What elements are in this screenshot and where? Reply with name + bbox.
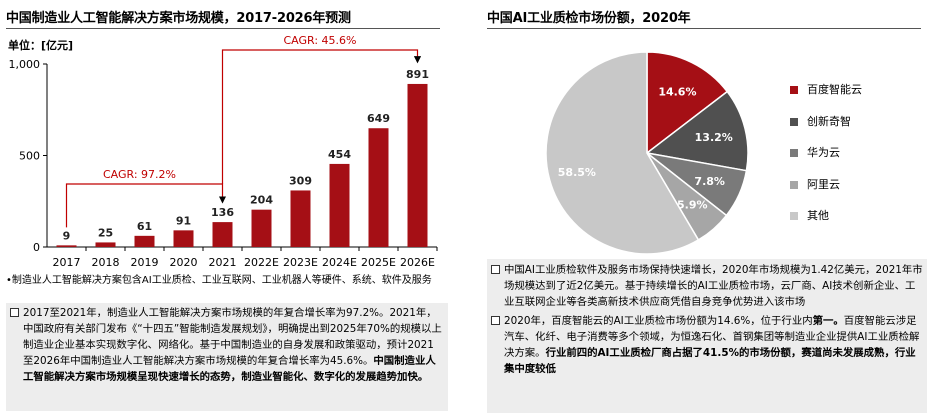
x-tick-label: 2017 — [53, 256, 81, 269]
legend-label: 创新奇智 — [807, 114, 851, 128]
pie-slice-label: 7.8% — [694, 175, 725, 188]
left-summary-text: 2017至2021年，制造业人工智能解决方案市场规模的年复合增长率为97.2%。… — [23, 307, 442, 367]
x-tick-label: 2019 — [131, 256, 159, 269]
right-summary-text-2b: 百度智能云涉足汽车、化纤、电子消费等多个领域，为恒逸石化、首钢集团等制造业企业提… — [504, 315, 920, 359]
pie-slice-label: 14.6% — [658, 85, 696, 98]
bar — [134, 235, 155, 247]
bar — [212, 222, 233, 247]
legend-item: 华为云 — [790, 145, 862, 161]
legend-item: 百度智能云 — [790, 82, 862, 98]
pie-slice-label: 5.9% — [677, 199, 708, 212]
right-summary-box: 中国AI工业质检软件及服务市场保持快速增长，2020年市场规模为1.42亿美元，… — [487, 259, 927, 413]
x-tick-label: 2026E — [400, 256, 435, 269]
legend-swatch — [790, 180, 798, 189]
data-label: 454 — [328, 148, 351, 161]
legend-swatch — [790, 149, 798, 157]
left-summary-paragraph: 2017至2021年，制造业人工智能解决方案市场规模的年复合增长率为97.2%。… — [10, 305, 444, 385]
x-tick-label: 2024E — [322, 256, 357, 269]
x-tick-label: 2022E — [244, 256, 279, 269]
legend-swatch — [790, 212, 798, 220]
right-chart-title: 中国AI工业质检市场份额，2020年 — [487, 11, 691, 26]
pie-slice — [646, 51, 729, 155]
right-summary-paragraph-1: 中国AI工业质检软件及服务市场保持快速增长，2020年市场规模为1.42亿美元，… — [491, 262, 923, 310]
bar — [56, 245, 77, 247]
left-chart-title: 中国制造业人工智能解决方案市场规模，2017-2026年预测 — [6, 11, 351, 26]
right-summary-bold-1: 第一。 — [812, 315, 844, 327]
legend-label: 百度智能云 — [807, 83, 862, 96]
unit-label: 单位：[亿元] — [8, 39, 74, 52]
checkbox-bullet-icon — [491, 265, 500, 274]
x-tick-label: 2025E — [361, 256, 396, 269]
data-label: 9 — [63, 229, 71, 242]
y-tick-label: 0 — [33, 241, 40, 254]
right-title-rule — [487, 28, 921, 29]
y-tick-label: 500 — [19, 150, 40, 163]
checkbox-bullet-icon — [10, 308, 19, 317]
bar — [368, 128, 389, 247]
checkbox-bullet-icon — [491, 316, 500, 325]
bar — [407, 83, 428, 248]
bar — [95, 242, 116, 247]
x-tick-label: 2021 — [209, 256, 237, 269]
right-summary-text-2a: 2020年，百度智能云的AI工业质检市场份额为14.6%，位于行业内 — [504, 315, 813, 327]
right-summary-bold-2: 行业前四的AI工业质检厂商占据了41.5%的市场份额，赛道尚未发展成熟，行业集中… — [504, 347, 916, 375]
legend-label: 阿里云 — [807, 177, 840, 191]
data-label: 25 — [98, 226, 113, 239]
pie-slice-label: 13.2% — [695, 131, 733, 144]
data-label: 309 — [289, 174, 312, 187]
data-label: 204 — [250, 194, 273, 207]
data-label: 136 — [211, 206, 234, 219]
bar — [290, 190, 311, 247]
legend-item: 创新奇智 — [790, 114, 862, 130]
x-tick-label: 2020 — [170, 256, 198, 269]
left-summary-box: 2017至2021年，制造业人工智能解决方案市场规模的年复合增长率为97.2%。… — [6, 303, 448, 411]
left-title-rule — [6, 28, 440, 29]
pie-slice — [545, 51, 700, 255]
bar — [251, 209, 272, 247]
cagr-label-1: CAGR: 97.2% — [103, 168, 176, 181]
cagr-bracket-2021-2026 — [221, 49, 422, 184]
data-label: 61 — [137, 220, 152, 233]
x-tick-label: 2018 — [92, 256, 120, 269]
data-label: 91 — [176, 214, 191, 227]
right-summary-paragraph-2: 2020年，百度智能云的AI工业质检市场份额为14.6%，位于行业内第一。百度智… — [491, 313, 923, 377]
bar — [173, 230, 194, 247]
legend-label: 其他 — [807, 209, 829, 222]
cagr-bracket-2017-2021 — [65, 183, 227, 228]
cagr-label-2: CAGR: 45.6% — [284, 34, 357, 47]
data-label: 891 — [406, 68, 429, 81]
pie-chart: 14.6% 13.2% 7.8% 5.9% 58.5% — [545, 51, 749, 255]
footnote: •制造业人工智能解决方案包含AI工业质检、工业互联网、工业机器人等硬件、系统、软… — [6, 275, 432, 286]
legend-item: 其他 — [790, 208, 862, 224]
bar — [329, 163, 350, 247]
legend-swatch — [790, 86, 798, 94]
legend-swatch — [790, 117, 798, 126]
pie-slice-label: 58.5% — [558, 166, 596, 179]
pie-slice — [645, 90, 749, 172]
legend-label: 华为云 — [807, 146, 840, 159]
y-tick-label: 1,000 — [9, 58, 41, 71]
x-tick-label: 2023E — [283, 256, 318, 269]
right-summary-text-1: 中国AI工业质检软件及服务市场保持快速增长，2020年市场规模为1.42亿美元，… — [504, 264, 923, 308]
pie-legend: 百度智能云创新奇智华为云阿里云其他 — [790, 82, 862, 240]
left-summary-bold: 中国制造业人工智能解决方案市场规模呈现快速增长的态势，制造业智能化、数字化的发展… — [23, 355, 436, 383]
legend-item: 阿里云 — [790, 177, 862, 193]
bar-chart: 0 500 1,000 9 2017 25 2018 61 2019 91 2020 136 2021 2… — [9, 34, 438, 269]
data-label: 649 — [367, 112, 390, 125]
